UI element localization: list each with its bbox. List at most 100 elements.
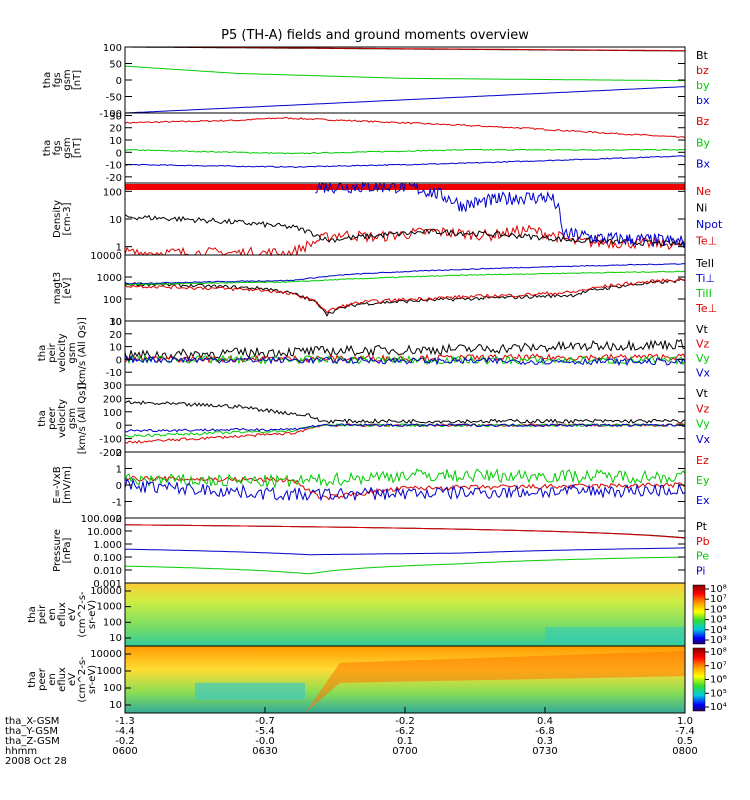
colorbar-tick-label: 10⁷: [710, 661, 727, 672]
y-tick-label: 100.000: [81, 514, 122, 525]
y-tick-label: 10000: [90, 649, 122, 660]
legend-label: Npot: [696, 218, 723, 231]
colorbar-tick-label: 10⁶: [710, 675, 727, 686]
legend-label: Vt: [696, 323, 709, 336]
panel-p10: thapeerenefluxeV(cm^2-s-sr-eV)10⁸10⁷10⁶1…: [27, 645, 727, 714]
series-line-Vx: [124, 355, 686, 367]
y-tick-label: 10: [109, 633, 122, 644]
series-line-Vt: [124, 400, 686, 425]
legend-label: Te⊥: [695, 235, 717, 248]
series-line-bx: [124, 86, 686, 114]
y-tick-label: 1.000: [93, 540, 122, 551]
legend-label: Vx: [696, 367, 711, 380]
series-line-Bx: [124, 155, 686, 169]
y-axis-label: Density[cm-3]: [52, 200, 73, 238]
y-axis-label: thafgsgsm[nT]: [42, 69, 83, 90]
x-tick-label: 1.0: [677, 716, 693, 727]
panel-p3: Density[cm-3] 100 10 1 Ne Ni Npot Te⊥: [52, 181, 723, 257]
y-axis-label: thapeerenefluxeV(cm^2-s-sr-eV): [27, 656, 98, 703]
y-axis-label: thafgsgsm[nT]: [42, 137, 83, 158]
y-tick-label: -10: [106, 368, 122, 379]
series-line-Ex: [124, 477, 686, 502]
legend-label: Bt: [696, 49, 709, 62]
legend-label: Vz: [696, 338, 710, 351]
series-line-Te⊥: [124, 277, 686, 314]
spectrogram-feature: [305, 651, 685, 713]
y-tick-label: 100: [103, 43, 122, 54]
x-tick-label: -0.2: [115, 736, 135, 747]
y-axis-label: thapeirenefluxeV(cm^2-s-sr-eV): [27, 591, 98, 638]
x-axis-row-label: tha_Y-GSM: [5, 726, 58, 737]
y-tick-label: 30: [109, 111, 122, 122]
series-line-Vz: [124, 353, 686, 364]
y-tick-label: 1000: [97, 273, 122, 284]
x-tick-label: 0630: [252, 746, 277, 757]
legend-label: Ne: [696, 185, 711, 198]
series-line-Ti⊥: [124, 263, 686, 285]
series-line-Pi: [125, 547, 685, 556]
series-line-Pe: [125, 556, 685, 575]
y-tick-label: 0: [116, 76, 122, 87]
x-tick-label: 0800: [672, 746, 697, 757]
colorbar-tick-label: 10⁴: [710, 702, 727, 713]
y-tick-label: 30: [109, 317, 122, 328]
y-tick-label: 2: [116, 448, 122, 459]
legend-label: Ni: [696, 202, 707, 215]
series-line-Vy: [124, 354, 686, 366]
y-tick-label: -2: [112, 514, 122, 525]
series-line-Vx: [124, 423, 686, 433]
series-line-Bz: [124, 117, 686, 139]
y-tick-label: 10000: [90, 586, 122, 597]
x-tick-label: 0.4: [537, 716, 553, 727]
y-tick-label: -20: [106, 173, 122, 184]
legend-label: Bz: [696, 115, 710, 128]
colorbar: 10⁸ 10⁷ 10⁶ 10⁵ 10⁴: [692, 647, 727, 713]
series-line-by: [124, 65, 686, 82]
x-tick-label: 0.1: [397, 736, 413, 747]
y-tick-label: 0: [116, 481, 122, 492]
y-axis-label: thapeervelocitygsm[km/s (All Qs)]: [37, 383, 88, 455]
x-tick-label: -1.3: [115, 716, 135, 727]
legend-label: Bx: [696, 158, 711, 171]
legend-label: bz: [696, 64, 709, 77]
series-line-Pt: [125, 524, 686, 539]
legend-label: Ti⊥: [695, 272, 715, 285]
series-line-Ey: [124, 467, 686, 490]
panel-p8: Pressure[nPa] 100.000 10.000 1.000 0.100 0.01…: [52, 514, 710, 590]
x-tick-label: 0700: [392, 746, 417, 757]
spectrogram-feature: [545, 627, 685, 643]
panel-p4: magt3[eV] 10000 1000 100 10 TeII Ti⊥ TiII Te⊥: [52, 251, 717, 328]
y-tick-label: 0.001: [93, 579, 122, 590]
legend-label: TiII: [695, 287, 712, 300]
y-axis-label: Pressure[nPa]: [52, 529, 73, 572]
legend-label: Vx: [696, 433, 711, 446]
y-tick-label: 1000: [97, 666, 122, 677]
panel-p5: thapeirvelocitygsm[km/s (All Qs)] 3020100…: [37, 317, 711, 389]
legend-label: Pt: [696, 520, 708, 533]
series-line-Vt: [124, 338, 686, 361]
x-axis-row-label: 2008 Oct 28: [5, 756, 67, 767]
x-tick-label: -6.2: [395, 726, 415, 737]
y-tick-label: -100: [99, 435, 122, 446]
y-tick-label: 10: [109, 136, 122, 147]
colorbar-tick-label: 10⁵: [710, 615, 727, 626]
panel-p9: thapeirenefluxeV(cm^2-s-sr-eV) 10⁸10⁷10⁶1…: [27, 582, 727, 647]
y-tick-label: 0: [116, 148, 122, 159]
y-tick-label: -1: [112, 498, 122, 509]
x-axis-row-label: tha_Z-GSM: [5, 736, 60, 747]
y-tick-label: -10: [106, 161, 122, 172]
y-tick-label: 0.100: [93, 553, 122, 564]
x-tick-label: -0.7: [255, 716, 275, 727]
y-tick-label: 50: [109, 60, 122, 71]
colorbar-tick-label: 10³: [710, 635, 727, 646]
colorbar-tick-label: 10⁷: [710, 594, 727, 605]
y-tick-label: -50: [106, 93, 122, 104]
y-tick-label: 100: [103, 187, 122, 198]
legend-label: Te⊥: [695, 302, 717, 315]
colorbar-tick-label: 10⁴: [710, 625, 727, 636]
y-tick-label: 300: [103, 381, 122, 392]
x-tick-label: 0730: [532, 746, 557, 757]
